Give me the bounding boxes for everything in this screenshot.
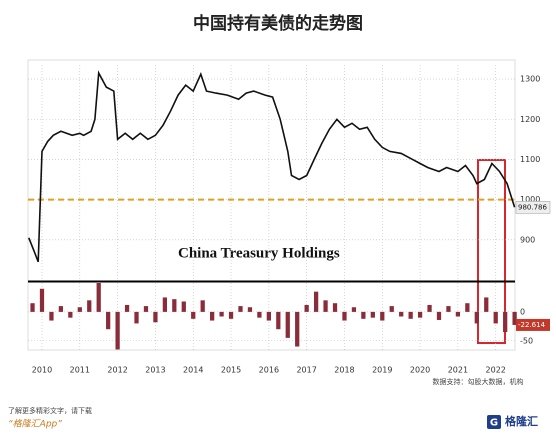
last-value-box: [515, 201, 551, 214]
bar: [68, 311, 73, 318]
footer-note: 了解更多精彩文字，请下载: [8, 406, 92, 415]
bar: [465, 303, 470, 312]
bar: [58, 306, 64, 312]
bar: [323, 300, 328, 312]
x-tick-label: 2016: [259, 366, 279, 375]
bar: [247, 307, 253, 312]
bar: [143, 306, 149, 312]
last-value-label: -22.614: [518, 321, 546, 329]
bar: [39, 288, 45, 312]
x-tick-label: 2013: [145, 366, 165, 375]
bar: [313, 291, 319, 312]
bar: [96, 283, 101, 312]
logo-icon: [487, 415, 501, 429]
footer-app: “格隆汇App”: [8, 419, 62, 430]
bar: [295, 311, 300, 347]
bar: [503, 311, 508, 333]
bar: [389, 306, 394, 312]
logo-text: 格隆汇: [505, 414, 538, 428]
bar: [446, 306, 451, 312]
bar: [399, 311, 404, 317]
bar: [266, 311, 271, 321]
x-tick-label: 2011: [70, 366, 90, 375]
bar: [417, 311, 423, 318]
bar: [276, 311, 281, 330]
chart-title: 中国持有美债的走势图: [193, 13, 363, 34]
x-tick-label: 2020: [410, 366, 430, 375]
bar: [484, 297, 489, 312]
bar: [181, 301, 186, 312]
bar: [106, 311, 111, 330]
bar: [512, 311, 517, 325]
bar: [153, 311, 158, 323]
bar: [342, 311, 347, 321]
x-tick-label: 2021: [448, 366, 468, 375]
y-tick-label: 900: [520, 235, 535, 244]
bar: [49, 311, 54, 321]
bar: [436, 311, 442, 320]
bar: [238, 306, 243, 312]
bar: [191, 311, 196, 319]
bar: [134, 311, 139, 324]
x-tick-label: 2014: [183, 366, 203, 375]
bar: [408, 311, 413, 319]
y-tick-label: -50: [520, 336, 533, 345]
y-tick-label: 1100: [520, 155, 540, 164]
bar: [257, 311, 262, 318]
x-tick-label: 2017: [296, 366, 316, 375]
x-tick-label: 2012: [107, 366, 127, 375]
bar: [370, 311, 375, 318]
bar: [172, 299, 177, 312]
last-value-box: [516, 318, 550, 331]
bar: [200, 300, 205, 312]
annotation: China Treasury Holdings: [178, 245, 340, 261]
plot-frame: [27, 59, 516, 351]
y-tick-label: 1000: [520, 195, 540, 204]
x-tick-label: 2015: [221, 366, 241, 375]
line: [28, 70, 516, 263]
highlight-box: [477, 159, 506, 344]
bar: [285, 311, 290, 338]
x-tick-label: 2019: [372, 366, 392, 375]
x-tick-label: 2018: [334, 366, 354, 375]
bar: [351, 307, 357, 312]
bar: [228, 311, 234, 319]
bar: [474, 311, 479, 324]
bar: [361, 311, 366, 319]
logo-icon-letter: G: [490, 418, 498, 429]
bar: [124, 304, 130, 312]
bar: [493, 311, 498, 324]
bar: [380, 311, 385, 321]
bar: [77, 307, 82, 312]
bar: [30, 303, 35, 312]
bar: [332, 303, 338, 312]
bar: [427, 304, 432, 312]
last-value-label: 980.786: [518, 203, 547, 211]
bar: [87, 300, 92, 312]
bar: [455, 311, 461, 317]
y-tick-label: 1200: [520, 115, 540, 124]
bar: [115, 311, 120, 350]
y-tick-label: 0: [520, 307, 525, 316]
source: 数据支持：勾股大数据，机构: [433, 377, 524, 386]
bar: [210, 311, 215, 321]
x-tick-label: 2010: [32, 366, 52, 375]
bar: [162, 297, 168, 312]
bar: [219, 311, 224, 317]
bar: [304, 304, 309, 312]
y-tick-label: 1300: [520, 75, 540, 84]
x-tick-label: 2022: [486, 366, 506, 375]
